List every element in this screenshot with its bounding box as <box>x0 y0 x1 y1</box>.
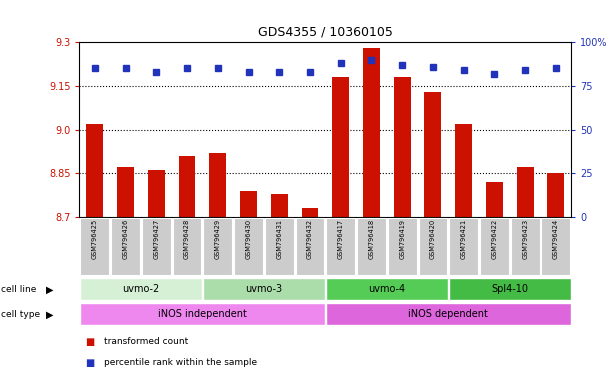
Bar <box>326 278 448 300</box>
Text: GSM796432: GSM796432 <box>307 219 313 259</box>
Text: GSM796429: GSM796429 <box>214 219 221 259</box>
Text: transformed count: transformed count <box>104 337 188 346</box>
Bar <box>148 170 165 217</box>
Text: GSM796428: GSM796428 <box>184 219 190 259</box>
Bar <box>541 218 570 275</box>
Text: ■: ■ <box>86 337 95 347</box>
Bar <box>326 303 571 325</box>
Text: GSM796418: GSM796418 <box>368 219 375 259</box>
Text: ▶: ▶ <box>46 309 54 319</box>
Bar <box>480 218 509 275</box>
Bar <box>117 167 134 217</box>
Text: uvmo-4: uvmo-4 <box>368 284 406 295</box>
Bar <box>326 218 355 275</box>
Text: ■: ■ <box>86 358 95 368</box>
Text: uvmo-3: uvmo-3 <box>245 284 282 295</box>
Text: percentile rank within the sample: percentile rank within the sample <box>104 358 257 367</box>
Bar <box>178 156 196 217</box>
Text: cell line: cell line <box>1 285 36 294</box>
Bar <box>234 218 263 275</box>
Bar <box>172 218 202 275</box>
Bar <box>419 218 447 275</box>
Bar <box>449 218 478 275</box>
Bar <box>547 173 565 217</box>
Text: Spl4-10: Spl4-10 <box>491 284 529 295</box>
Bar <box>142 218 170 275</box>
Bar <box>425 92 441 217</box>
Text: cell type: cell type <box>1 310 40 319</box>
Bar <box>455 124 472 217</box>
Text: GSM796430: GSM796430 <box>246 219 252 259</box>
Text: iNOS dependent: iNOS dependent <box>408 309 488 319</box>
Text: GSM796427: GSM796427 <box>153 219 159 259</box>
Bar <box>302 208 318 217</box>
Text: iNOS independent: iNOS independent <box>158 309 247 319</box>
Text: GSM796425: GSM796425 <box>92 219 98 259</box>
Bar <box>81 218 109 275</box>
Title: GDS4355 / 10360105: GDS4355 / 10360105 <box>258 25 393 38</box>
Text: GSM796420: GSM796420 <box>430 219 436 259</box>
Bar <box>486 182 503 217</box>
Bar <box>393 77 411 217</box>
Bar <box>271 194 288 217</box>
Text: GSM796417: GSM796417 <box>338 219 344 259</box>
Bar <box>296 218 324 275</box>
Text: GSM796423: GSM796423 <box>522 219 528 259</box>
Bar <box>332 77 349 217</box>
Bar <box>363 48 380 217</box>
Bar <box>203 218 232 275</box>
Bar <box>86 124 103 217</box>
Text: GSM796426: GSM796426 <box>123 219 128 259</box>
Bar <box>265 218 294 275</box>
Bar <box>517 167 533 217</box>
Bar <box>80 303 324 325</box>
Text: GSM796431: GSM796431 <box>276 219 282 259</box>
Text: uvmo-2: uvmo-2 <box>122 284 159 295</box>
Bar <box>357 218 386 275</box>
Bar <box>449 278 571 300</box>
Text: ▶: ▶ <box>46 284 54 295</box>
Text: GSM796424: GSM796424 <box>553 219 559 259</box>
Text: GSM796419: GSM796419 <box>399 219 405 259</box>
Bar <box>203 278 324 300</box>
Bar <box>388 218 417 275</box>
Text: GSM796421: GSM796421 <box>461 219 467 259</box>
Bar <box>80 278 202 300</box>
Bar <box>511 218 540 275</box>
Bar <box>111 218 140 275</box>
Bar <box>240 191 257 217</box>
Text: GSM796422: GSM796422 <box>491 219 497 259</box>
Bar <box>210 153 226 217</box>
